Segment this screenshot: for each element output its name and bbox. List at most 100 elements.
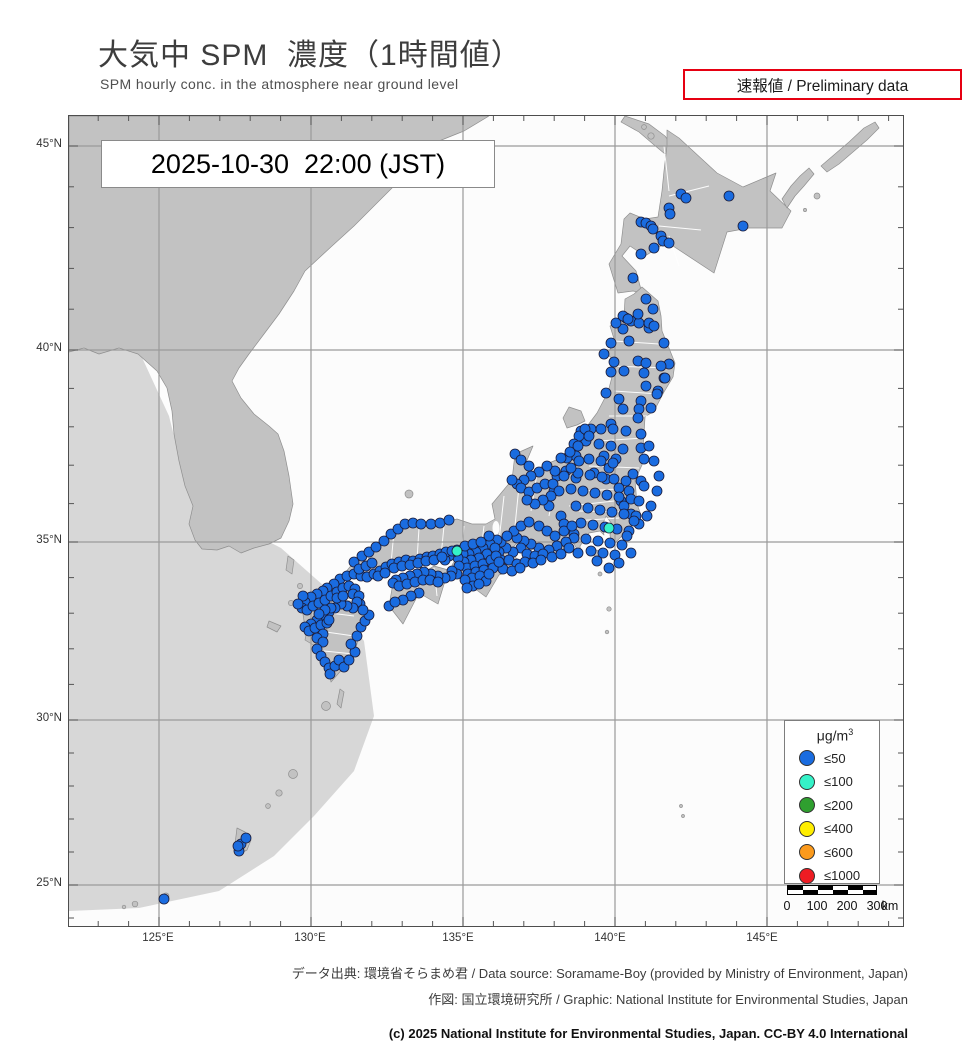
station-dot-le50 (640, 380, 652, 392)
station-dot-le50 (608, 473, 620, 485)
copyright-line: (c) 2025 National Institute for Environm… (388, 1026, 908, 1041)
islet-habomai (803, 208, 807, 212)
station-dot-le50 (572, 440, 584, 452)
lat-axis-label: 35°N (36, 534, 62, 546)
station-dot-le50 (737, 220, 749, 232)
island-goto (266, 620, 282, 633)
station-dot-le50 (618, 508, 630, 520)
station-dot-le50 (549, 530, 561, 542)
lon-axis-label: 135°E (442, 932, 474, 944)
station-dot-le50 (607, 457, 619, 469)
station-dot-le50 (617, 403, 629, 415)
station-dot-le50 (651, 388, 663, 400)
station-dot-le50 (633, 403, 645, 415)
island-sado (562, 406, 586, 429)
lon-axis-label: 140°E (594, 932, 626, 944)
scale-tick-label: 0 (783, 899, 791, 913)
station-dot-le50 (638, 480, 650, 492)
island-rishiri (647, 132, 655, 140)
station-dot-le50 (584, 469, 596, 481)
station-dot-le50 (648, 242, 660, 254)
station-dot-le50 (647, 303, 659, 315)
station-dot-le50 (658, 337, 670, 349)
station-dot-le50 (638, 367, 650, 379)
station-dot-le50 (607, 423, 619, 435)
station-dot-le50 (566, 520, 578, 532)
station-dot-le50 (633, 495, 645, 507)
station-dot-le50 (598, 348, 610, 360)
station-dot-le50 (655, 360, 667, 372)
station-dot-le50 (640, 357, 652, 369)
station-dot-le50 (483, 530, 495, 542)
station-dot-le50 (572, 547, 584, 559)
station-dot-le50 (651, 485, 663, 497)
station-dot-le50 (443, 514, 455, 526)
legend-item-label: ≤400 (824, 821, 853, 837)
station-dot-le50 (606, 506, 618, 518)
station-dot-le50 (617, 443, 629, 455)
station-dot-le50 (601, 489, 613, 501)
graticule (69, 116, 903, 926)
station-dot-le50 (573, 455, 585, 467)
station-dot-le50 (622, 313, 634, 325)
graphic-credit-line: 作図: 国立環境研究所 / Graphic: National Institut… (428, 992, 908, 1007)
station-dot-le50 (434, 517, 446, 529)
islet-ogasawara-2 (681, 814, 685, 818)
legend-unit-label: μg/m3 (816, 727, 854, 744)
station-dot-le50 (617, 323, 629, 335)
station-dot-le50 (575, 517, 587, 529)
station-dot-le50 (623, 335, 635, 347)
station-dot-le50 (324, 668, 336, 680)
station-dot-le50 (541, 460, 553, 472)
island-rebun (641, 124, 647, 130)
lat-axis-label: 45°N (36, 138, 62, 150)
station-dot-le50 (523, 460, 535, 472)
station-dot-le50 (370, 541, 382, 553)
legend-item-label: ≤600 (824, 844, 853, 860)
station-dot-le100 (451, 545, 463, 557)
station-dot-le50 (345, 638, 357, 650)
station-dot-le50 (577, 485, 589, 497)
legend-item-label: ≤1000 (824, 868, 861, 884)
station-dot-le50 (565, 462, 577, 474)
station-dot-le50 (627, 272, 639, 284)
lon-axis-label: 130°E (294, 932, 326, 944)
station-dot-le50 (521, 494, 533, 506)
timestamp-box: 2025-10-30 22:00 (JST) (101, 140, 495, 188)
station-dot-le50 (587, 519, 599, 531)
page-subtitle: SPM hourly conc. in the atmosphere near … (100, 76, 459, 92)
scale-tick-label: 200 (836, 899, 858, 913)
station-dot-le50 (613, 491, 625, 503)
station-dot-le50 (317, 636, 329, 648)
station-dot-le50 (594, 504, 606, 516)
station-dot-le50 (608, 356, 620, 368)
station-dot-le50 (647, 223, 659, 235)
station-dot-le50 (553, 485, 565, 497)
islet-ogasawara-1 (679, 804, 683, 808)
station-dot-le50 (483, 568, 495, 580)
island-okinoerabu (265, 803, 271, 809)
station-dot-le50 (425, 518, 437, 530)
station-dot-le50 (628, 515, 640, 527)
lat-axis-label: 30°N (36, 712, 62, 724)
legend-item-label: ≤50 (824, 750, 846, 766)
station-dot-le50 (610, 317, 622, 329)
station-dot-le50 (605, 337, 617, 349)
station-dot-le50 (620, 425, 632, 437)
station-dot-le50 (616, 539, 628, 551)
station-dot-le50 (645, 500, 657, 512)
map-frame: 2025-10-30 22:00 (JST) μg/m3 ≤50 ≤100 ≤200… (68, 115, 904, 927)
station-dot-le50 (620, 475, 632, 487)
station-dot-le50 (493, 556, 505, 568)
station-dot-le50 (648, 455, 660, 467)
station-dot-le50 (565, 483, 577, 495)
station-dot-le50 (648, 320, 660, 332)
legend-item: ≤50 (799, 747, 879, 771)
station-dot-le50 (297, 590, 309, 602)
station-dot-le50 (506, 474, 518, 486)
station-dot-le50 (549, 465, 561, 477)
station-dot-le50 (514, 562, 526, 574)
station-dot-le50 (366, 557, 378, 569)
station-dot-le50 (475, 536, 487, 548)
station-dots (158, 188, 749, 905)
